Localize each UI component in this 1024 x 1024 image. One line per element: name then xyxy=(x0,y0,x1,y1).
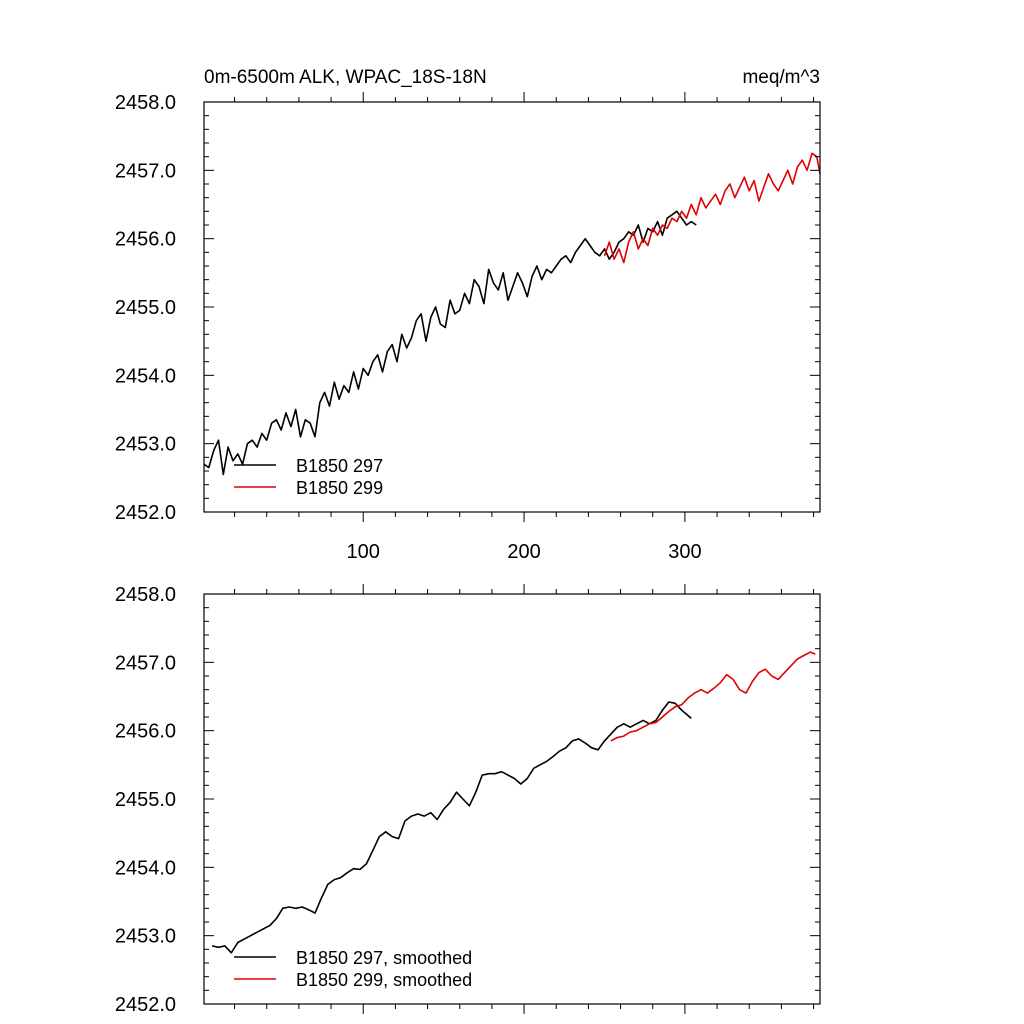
legend-label: B1850 299 xyxy=(296,478,383,498)
x-tick-label: 100 xyxy=(347,541,380,563)
y-tick-label: 2452.0 xyxy=(115,994,176,1016)
chart-units: meq/m^3 xyxy=(742,67,820,88)
y-tick-label: 2452.0 xyxy=(115,502,176,524)
plot-frame xyxy=(203,101,821,513)
series-line-b1850-299 xyxy=(610,651,816,742)
y-tick-label: 2458.0 xyxy=(115,584,176,606)
y-tick-label: 2454.0 xyxy=(115,365,176,387)
y-tick-label: 2453.0 xyxy=(115,434,176,456)
plot-frame xyxy=(203,593,821,1005)
y-tick-label: 2456.0 xyxy=(115,721,176,743)
series-line-b1850-297 xyxy=(211,701,692,954)
y-tick-label: 2455.0 xyxy=(115,789,176,811)
series-line-b1850-299 xyxy=(603,152,821,264)
bottom-chart-panel: 2452.0 2453.0 2454.0 2455.0 2456.0 2457.0 2458… xyxy=(115,584,821,1016)
top-chart-panel: 0m-6500m ALK, WPAC_18S-18N meq/m^3 2452.… xyxy=(115,67,821,563)
y-tick-label: 2456.0 xyxy=(115,229,176,251)
y-tick-label: 2455.0 xyxy=(115,297,176,319)
legend-label: B1850 297 xyxy=(296,456,383,476)
legend-label: B1850 297, smoothed xyxy=(296,948,472,968)
chart-title: 0m-6500m ALK, WPAC_18S-18N xyxy=(204,67,487,88)
legend-label: B1850 299, smoothed xyxy=(296,970,472,990)
y-tick-label: 2458.0 xyxy=(115,92,176,114)
x-tick-label: 300 xyxy=(668,541,701,563)
y-tick-label: 2457.0 xyxy=(115,160,176,182)
x-tick-label: 200 xyxy=(507,541,540,563)
y-tick-label: 2454.0 xyxy=(115,857,176,879)
series-line-b1850-297 xyxy=(203,210,697,476)
y-tick-label: 2457.0 xyxy=(115,652,176,674)
y-tick-label: 2453.0 xyxy=(115,926,176,948)
